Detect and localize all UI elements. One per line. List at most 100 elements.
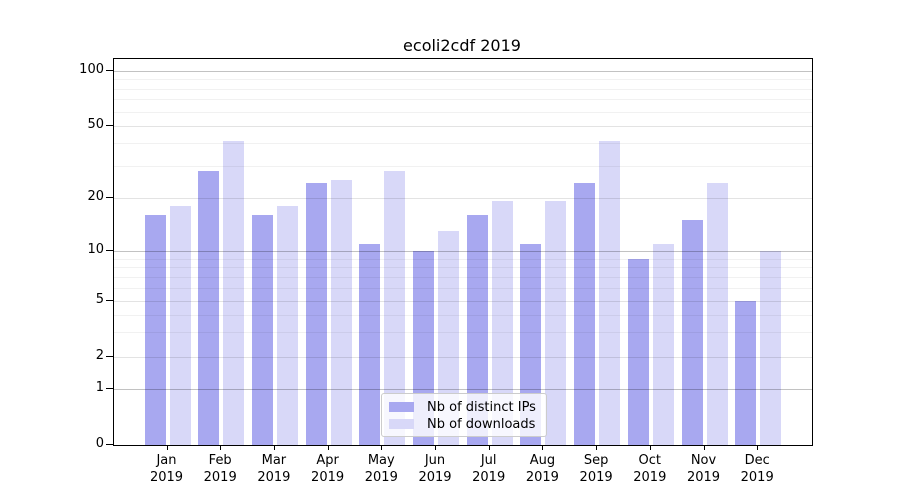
x-tick-label-line: May xyxy=(367,453,395,468)
gridline-minor xyxy=(114,258,812,260)
x-tick-mark xyxy=(381,445,383,450)
y-tick-mark xyxy=(106,356,113,357)
y-tick-label: 100 xyxy=(79,62,104,77)
gridline-minor xyxy=(114,165,812,167)
x-tick-mark xyxy=(166,445,168,450)
bar-downloads xyxy=(491,201,513,445)
x-tick-label: Jun 2019 xyxy=(403,452,467,486)
x-tick-mark xyxy=(273,445,275,450)
bar-downloads xyxy=(169,205,191,445)
gridline xyxy=(114,389,812,390)
gridline-minor xyxy=(114,276,812,278)
x-tick-label: Dec 2019 xyxy=(725,452,789,486)
bar-distinct-ips xyxy=(305,183,327,445)
legend-swatch-downloads xyxy=(389,419,414,429)
y-tick-label: 50 xyxy=(87,117,104,132)
gridline xyxy=(114,301,812,302)
y-tick-label: 10 xyxy=(87,242,104,257)
gridline-minor xyxy=(114,287,812,289)
x-tick-label-line: 2019 xyxy=(311,470,345,485)
x-tick-label-line: Apr xyxy=(316,453,339,468)
y-tick-mark xyxy=(106,196,113,198)
x-tick-label-line: Jan xyxy=(156,453,177,468)
y-tick-mark xyxy=(106,444,113,445)
y-tick-mark xyxy=(106,70,113,71)
bar-distinct-ips xyxy=(735,301,757,445)
x-tick-label-line: Jun xyxy=(424,453,446,468)
bar-downloads xyxy=(330,180,352,445)
gridline-minor xyxy=(114,79,812,81)
bar-downloads xyxy=(706,183,728,445)
x-tick-label: May 2019 xyxy=(349,452,413,486)
x-tick-label-line: Sep xyxy=(583,453,609,468)
x-tick-label-line: Mar xyxy=(261,453,287,468)
x-tick-label: Apr 2019 xyxy=(296,452,360,486)
y-tick-label: 5 xyxy=(95,292,104,307)
x-tick-label: Jul 2019 xyxy=(457,452,521,486)
x-tick-mark xyxy=(488,445,490,450)
x-tick-label-line: 2019 xyxy=(203,470,237,485)
y-tick-mark xyxy=(106,300,113,301)
bar-distinct-ips xyxy=(198,171,220,445)
x-tick-label-line: 2019 xyxy=(525,470,559,485)
bar-distinct-ips xyxy=(144,214,166,445)
legend-label-distinct-ips: Nb of distinct IPs xyxy=(427,399,536,415)
x-tick-label-line: 2019 xyxy=(740,470,774,485)
x-tick-mark xyxy=(327,445,329,450)
y-tick-mark xyxy=(106,388,113,389)
bar-downloads xyxy=(760,251,782,445)
x-tick-label-line: 2019 xyxy=(472,470,506,485)
gridline-minor xyxy=(114,143,812,145)
x-tick-label-line: 2019 xyxy=(633,470,667,485)
x-tick-label-line: 2019 xyxy=(579,470,613,485)
x-tick-mark xyxy=(757,445,759,450)
x-tick-label: Aug 2019 xyxy=(510,452,574,486)
x-tick-label: Nov 2019 xyxy=(672,452,736,486)
x-tick-label-line: Feb xyxy=(208,453,232,468)
x-tick-label: Feb 2019 xyxy=(188,452,252,486)
gridline xyxy=(114,197,812,199)
x-tick-label-line: 2019 xyxy=(364,470,398,485)
x-tick-mark xyxy=(220,445,222,450)
x-tick-mark xyxy=(703,445,705,450)
gridline xyxy=(114,126,812,127)
bar-distinct-ips xyxy=(251,214,273,445)
legend: Nb of distinct IPs Nb of downloads xyxy=(381,393,547,437)
x-tick-label-line: Dec xyxy=(744,453,770,468)
x-tick-label-line: Oct xyxy=(638,453,662,468)
bar-downloads xyxy=(438,230,459,445)
y-tick-label: 20 xyxy=(87,188,104,204)
x-tick-mark xyxy=(596,445,598,450)
x-tick-mark xyxy=(435,445,436,450)
gridline-minor xyxy=(114,99,812,101)
legend-item-downloads: Nb of downloads xyxy=(389,416,546,432)
gridline-minor xyxy=(114,111,812,113)
bar-downloads xyxy=(384,171,406,445)
bar-downloads xyxy=(652,243,674,445)
legend-label-downloads: Nb of downloads xyxy=(427,416,536,432)
bar-distinct-ips xyxy=(466,214,488,445)
x-tick-label: Oct 2019 xyxy=(618,452,682,486)
bar-downloads xyxy=(223,141,245,445)
bar-distinct-ips xyxy=(359,243,381,445)
gridline-minor xyxy=(114,314,812,316)
chart-title: ecoli2cdf 2019 xyxy=(403,36,521,55)
y-tick-mark xyxy=(106,250,113,251)
bar-downloads xyxy=(599,141,621,445)
x-tick-label-line: 2019 xyxy=(149,470,184,485)
bar-downloads xyxy=(545,201,567,445)
x-tick-label-line: Jul xyxy=(480,453,497,468)
x-tick-label-line: Nov xyxy=(690,453,717,468)
legend-item-distinct-ips: Nb of distinct IPs xyxy=(389,399,546,415)
bar-distinct-ips xyxy=(574,183,596,445)
x-tick-mark xyxy=(649,445,651,450)
gridline-minor xyxy=(114,88,812,90)
gridline-minor xyxy=(114,332,812,334)
gridline xyxy=(114,357,812,358)
x-tick-label-line: 2019 xyxy=(418,470,452,485)
bar-downloads xyxy=(276,205,298,445)
x-tick-label-line: 2019 xyxy=(686,470,721,485)
x-tick-label-line: Aug xyxy=(529,453,556,468)
plot-area: Nb of distinct IPs Nb of downloads xyxy=(113,58,813,446)
